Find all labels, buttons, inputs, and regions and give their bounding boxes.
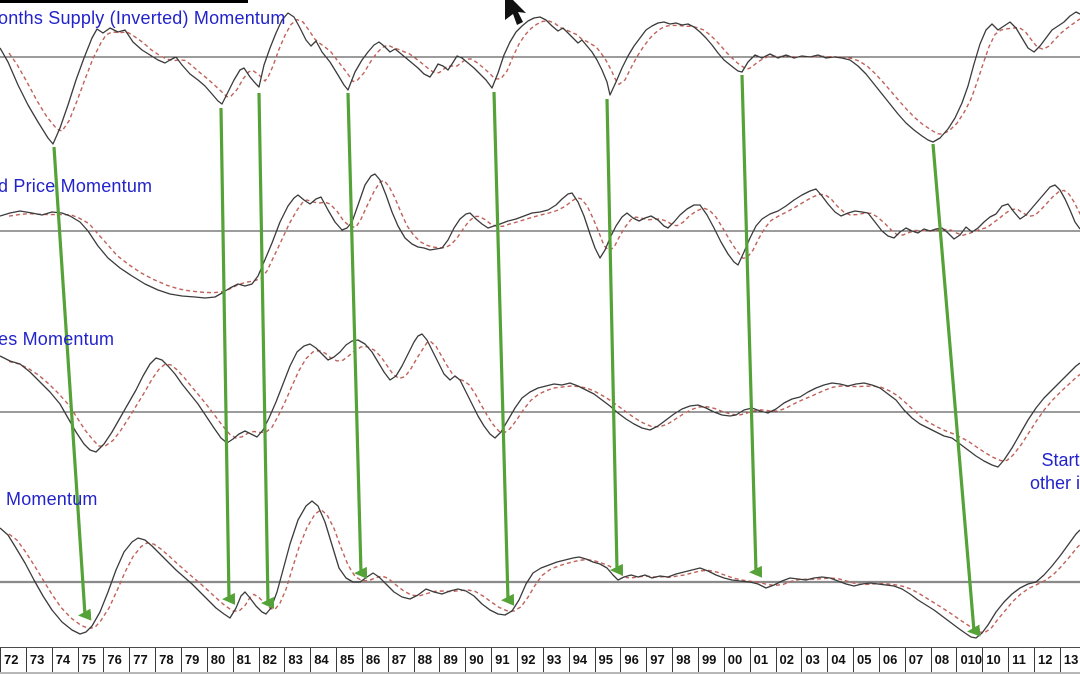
axis-year-label: 82 <box>258 648 285 672</box>
axis-year-label: 05 <box>853 648 879 672</box>
x-axis: 72 73 74 75 76 77 78 79 80 81 82 83 84 85 86 87 88 89 90 91… <box>0 647 1080 674</box>
axis-year-label: 88 <box>413 648 440 672</box>
trough-lead-arrow <box>931 143 981 637</box>
axis-year-label: 08 <box>930 648 957 672</box>
axis-year-label: 99 <box>697 648 724 672</box>
annotation-line-2: other ind <box>1029 473 1080 493</box>
axis-year-label: 72 <box>0 648 26 672</box>
momentum-chart <box>0 0 1080 639</box>
axis-year-label: 03 <box>801 648 827 672</box>
axis-year-label: 01 <box>749 648 776 672</box>
axis-year-label: 78 <box>155 648 181 672</box>
axis-year-label: 77 <box>129 648 155 672</box>
trough-lead-arrow <box>219 107 236 605</box>
axis-year-label: 12 <box>1034 648 1060 672</box>
momentum-line <box>0 173 1080 299</box>
momentum-line <box>0 333 1080 468</box>
zero-lines <box>0 56 1080 584</box>
axis-year-label: 89 <box>439 648 465 672</box>
lead-lag-arrows <box>52 74 981 637</box>
axis-year-label: 75 <box>77 648 104 672</box>
axis-year-label: 87 <box>387 648 414 672</box>
axis-year-label: 13 <box>1059 648 1080 672</box>
trough-lead-arrow <box>605 98 624 576</box>
axis-year-label: 95 <box>594 648 621 672</box>
axis-year-label: 85 <box>336 648 362 672</box>
axis-year-label: 11 <box>1008 648 1034 672</box>
axis-year-label: 96 <box>620 648 646 672</box>
top-edge-bar <box>0 0 248 3</box>
axis-year-label: 83 <box>284 648 310 672</box>
axis-year-label: 74 <box>51 648 78 672</box>
panel-title-sales: es Momentum <box>0 329 115 349</box>
signal-line-dashed <box>8 18 1080 135</box>
axis-year-label: 73 <box>25 648 52 672</box>
axis-year-label: 98 <box>672 648 698 672</box>
axis-year-label: 92 <box>517 648 543 672</box>
axis-year-label: 81 <box>232 648 259 672</box>
axis-year-label: 91 <box>491 648 517 672</box>
panel-title-price: d Price Momentum <box>0 176 153 196</box>
axis-year-label: 80 <box>206 648 233 672</box>
axis-year-label: 07 <box>904 648 931 672</box>
trough-lead-arrow <box>492 91 515 606</box>
trough-lead-arrow <box>346 92 368 579</box>
axis-year-label: 010 <box>956 648 982 672</box>
momentum-curves <box>0 11 1080 639</box>
axis-year-label: 00 <box>723 648 750 672</box>
axis-year-label: 76 <box>103 648 129 672</box>
trough-lead-arrow <box>257 92 275 609</box>
annotation-line-1: Starts <box>1041 450 1080 470</box>
axis-year-label: 86 <box>361 648 388 672</box>
axis-year-label: 90 <box>465 648 491 672</box>
momentum-line <box>0 11 1080 145</box>
axis-year-label: 79 <box>180 648 207 672</box>
mouse-cursor-icon <box>505 0 526 25</box>
axis-year-label: 97 <box>646 648 672 672</box>
axis-year-label: 93 <box>542 648 569 672</box>
signal-line-dashed <box>8 179 1080 294</box>
axis-year-label: 04 <box>827 648 853 672</box>
signal-line-dashed <box>8 341 1080 462</box>
axis-year-label: 06 <box>878 648 905 672</box>
axis-year-label: 10 <box>982 648 1008 672</box>
trough-lead-arrow <box>52 146 92 621</box>
axis-year-label: 84 <box>310 648 336 672</box>
starts-annotation: Starts other ind <box>1000 449 1080 495</box>
axis-year-label: 02 <box>775 648 802 672</box>
axis-year-label: 94 <box>568 648 595 672</box>
panel-title-starts: Momentum <box>6 489 98 509</box>
momentum-line <box>0 500 1080 639</box>
trough-lead-arrow <box>740 74 763 578</box>
panel-title-months-supply: onths Supply (Inverted) Momentum <box>0 8 286 28</box>
signal-line-dashed <box>8 508 1080 633</box>
